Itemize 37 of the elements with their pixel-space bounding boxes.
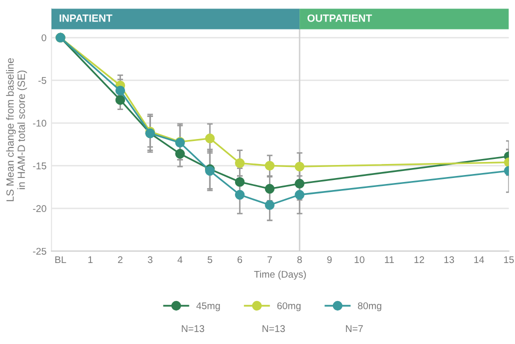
x-tick-label: 15 xyxy=(504,256,514,264)
x-tick-label: 10 xyxy=(354,256,364,264)
point xyxy=(264,160,275,171)
legend-label: 45mg xyxy=(196,302,220,312)
y-tick-label: 0 xyxy=(42,34,46,42)
x-tick-label: 8 xyxy=(297,256,302,264)
x-tick-label: BL xyxy=(55,256,66,264)
point xyxy=(264,184,275,194)
x-tick-label: 1 xyxy=(88,256,93,264)
x-tick-label: 2 xyxy=(118,256,122,264)
x-tick-label: 3 xyxy=(148,256,152,264)
point xyxy=(205,134,215,144)
band-label: OUTPATIENT xyxy=(307,14,372,22)
band-label: INPATIENT xyxy=(60,14,112,22)
x-tick-label: 4 xyxy=(178,256,182,264)
y-tick-label: -5 xyxy=(38,77,46,84)
x-tick-label: 14 xyxy=(474,256,484,264)
x-tick-label: 11 xyxy=(384,256,394,264)
y-tick-label: -25 xyxy=(33,248,46,255)
x-axis-title: Time (Days) xyxy=(254,270,306,280)
legend-label: 80mg xyxy=(358,302,382,312)
x-tick-label: 7 xyxy=(267,256,272,264)
y-tick-label: -15 xyxy=(33,162,46,170)
x-tick-label: 9 xyxy=(327,256,332,264)
x-tick-label: 5 xyxy=(208,256,212,264)
y-tick-label: -20 xyxy=(33,205,46,212)
text: N=7 xyxy=(346,325,363,332)
x-tick-label: 13 xyxy=(444,256,454,264)
x-tick-label: 12 xyxy=(414,256,424,264)
point xyxy=(234,190,245,200)
x-tick-label: 6 xyxy=(238,256,242,264)
text: N=13 xyxy=(262,325,285,332)
y-tick-label: -10 xyxy=(33,120,46,127)
legend-label: 60mg xyxy=(277,302,301,312)
point xyxy=(294,162,304,172)
y-axis-title: LS Mean change from baseline in HAM-D total score (SE) xyxy=(6,58,28,202)
text: N=13 xyxy=(182,325,204,332)
